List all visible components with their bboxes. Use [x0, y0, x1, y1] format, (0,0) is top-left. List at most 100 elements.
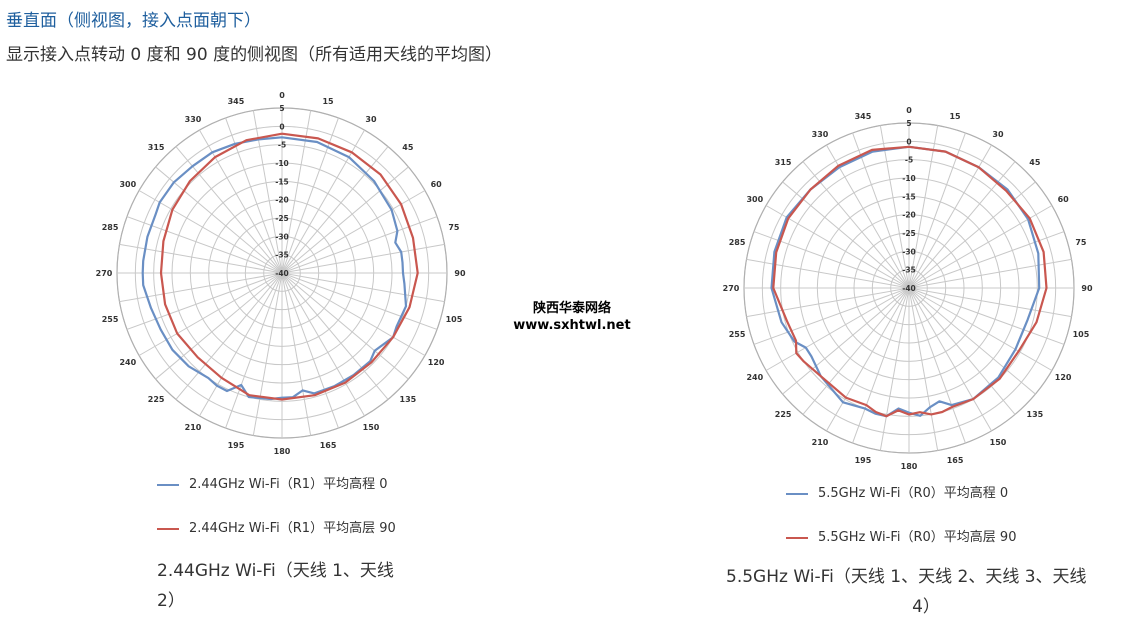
- grid-spoke: [908, 287, 966, 444]
- grid-spoke: [281, 129, 365, 274]
- grid-spoke: [765, 205, 910, 289]
- radial-tick-label: -40: [902, 284, 916, 293]
- grid-spoke: [126, 272, 283, 330]
- angle-tick-label: 345: [228, 97, 245, 106]
- grid-spoke: [908, 287, 1065, 345]
- grid-spoke: [908, 287, 939, 451]
- caption-2g: 2.44GHz Wi-Fi（天线 1、天线 2）: [157, 556, 394, 616]
- legend-label: 2.44GHz Wi-Fi（R1）平均高程 0: [189, 477, 388, 492]
- angle-tick-label: 90: [454, 269, 466, 278]
- angle-tick-label: 300: [746, 195, 763, 204]
- grid-spoke: [908, 125, 939, 289]
- grid-spoke: [281, 243, 445, 274]
- radial-tick-label: -25: [902, 229, 916, 238]
- radial-tick-label: 5: [279, 104, 284, 113]
- angle-tick-label: 180: [274, 447, 291, 456]
- caption-5g: 5.5GHz Wi-Fi（天线 1、天线 2、天线 3、天线 4）: [726, 562, 1126, 622]
- angle-tick-label: 30: [992, 130, 1004, 139]
- legend-item-2g-elev0: 2.44GHz Wi-Fi（R1）平均高程 0: [157, 473, 387, 492]
- legend-label: 5.5GHz Wi-Fi（R0）平均高程 0: [818, 486, 1009, 501]
- grid-spoke: [908, 287, 1072, 318]
- angle-tick-label: 75: [1075, 238, 1087, 247]
- radial-tick-label: 0: [906, 137, 911, 146]
- legend-item-2g-elev90: 2.44GHz Wi-Fi（R1）平均高层 90: [157, 517, 396, 536]
- grid-spoke: [908, 144, 992, 289]
- radial-tick-label: -25: [275, 214, 289, 223]
- grid-spoke: [252, 272, 283, 436]
- angle-tick-label: 210: [812, 438, 829, 447]
- angle-tick-label: 15: [322, 97, 334, 106]
- angle-tick-label: 180: [901, 462, 918, 471]
- radial-tick-label: -30: [902, 247, 916, 256]
- radial-tick-label: -35: [275, 251, 289, 260]
- angle-tick-label: 90: [1081, 284, 1093, 293]
- angle-tick-label: 240: [119, 358, 136, 367]
- caption-5g-line1: 5.5GHz Wi-Fi（天线 1、天线 2、天线 3、天线: [726, 567, 1087, 587]
- radial-tick-label: -30: [275, 232, 289, 241]
- legend-swatch-red: [786, 536, 808, 539]
- angle-tick-label: 60: [1058, 195, 1070, 204]
- grid-spoke: [281, 272, 438, 330]
- grid-spoke: [908, 287, 1053, 371]
- angle-tick-label: 315: [775, 158, 792, 167]
- grid-spoke: [281, 272, 409, 380]
- radial-tick-label: -15: [275, 177, 289, 186]
- angle-tick-label: 165: [320, 441, 337, 450]
- angle-tick-label: 0: [906, 106, 912, 115]
- angle-tick-label: 120: [1055, 373, 1072, 382]
- page-subheading: 显示接入点转动 0 度和 90 度的侧视图（所有适用天线的平均图）: [6, 45, 503, 65]
- angle-tick-label: 270: [96, 269, 113, 278]
- angle-tick-label: 225: [775, 410, 792, 419]
- legend-label: 2.44GHz Wi-Fi（R1）平均高层 90: [189, 521, 396, 536]
- radial-tick-label: -10: [902, 174, 916, 183]
- grid-spoke: [281, 272, 312, 436]
- legend-swatch-blue: [786, 492, 808, 495]
- grid-spoke: [138, 190, 283, 274]
- angle-tick-label: 195: [228, 441, 245, 450]
- grid-spoke: [225, 272, 283, 429]
- radial-tick-label: -40: [275, 269, 289, 278]
- angle-tick-label: 255: [102, 315, 119, 324]
- caption-2g-line1: 2.44GHz Wi-Fi（天线 1、天线: [157, 561, 394, 581]
- legend-item-5g-elev90: 5.5GHz Wi-Fi（R0）平均高层 90: [786, 526, 1016, 545]
- watermark-line1: 陕西华泰网络: [532, 301, 611, 316]
- radial-tick-label: -5: [905, 156, 913, 165]
- angle-tick-label: 315: [148, 143, 165, 152]
- angle-tick-label: 120: [428, 358, 445, 367]
- angle-tick-label: 150: [990, 438, 1007, 447]
- grid-spoke: [826, 287, 910, 432]
- legend-item-5g-elev0: 5.5GHz Wi-Fi（R0）平均高程 0: [786, 482, 1008, 501]
- grid-spoke: [852, 287, 910, 444]
- angle-tick-label: 45: [402, 143, 414, 152]
- angle-tick-label: 105: [1073, 330, 1090, 339]
- angle-tick-label: 300: [119, 180, 136, 189]
- radial-tick-label: -35: [902, 266, 916, 275]
- watermark-line2: www.sxhtwl.net: [513, 318, 631, 333]
- radial-tick-label: -5: [278, 141, 286, 150]
- polar-chart-2g: 0 15 30 45 60 75 90 105 120 135 150 165 180 195 210 225…: [96, 91, 466, 456]
- angle-tick-label: 45: [1029, 158, 1041, 167]
- grid-spoke: [802, 287, 910, 415]
- angle-tick-label: 150: [363, 423, 380, 432]
- grid-spoke: [199, 129, 283, 274]
- angle-tick-label: 105: [446, 315, 463, 324]
- radial-tick-label: -20: [275, 196, 289, 205]
- grid-spoke: [199, 272, 283, 417]
- grid-spoke: [782, 287, 910, 395]
- grid-spoke: [175, 272, 283, 400]
- grid-spoke: [281, 272, 365, 417]
- series-line-elevation-90: [772, 145, 1048, 418]
- angle-tick-label: 15: [949, 112, 961, 121]
- angle-tick-label: 345: [855, 112, 872, 121]
- page-heading: 垂直面（侧视图，接入点面朝下）: [6, 11, 261, 31]
- grid-spoke: [281, 216, 438, 274]
- grid-spoke: [281, 272, 389, 400]
- grid-spoke: [908, 132, 966, 289]
- angle-tick-label: 255: [729, 330, 746, 339]
- angle-tick-label: 270: [723, 284, 740, 293]
- legend-label: 5.5GHz Wi-Fi（R0）平均高层 90: [818, 530, 1017, 545]
- angle-tick-label: 60: [431, 180, 443, 189]
- angle-tick-label: 135: [1027, 410, 1044, 419]
- grid-spoke: [908, 287, 992, 432]
- angle-tick-label: 285: [729, 238, 746, 247]
